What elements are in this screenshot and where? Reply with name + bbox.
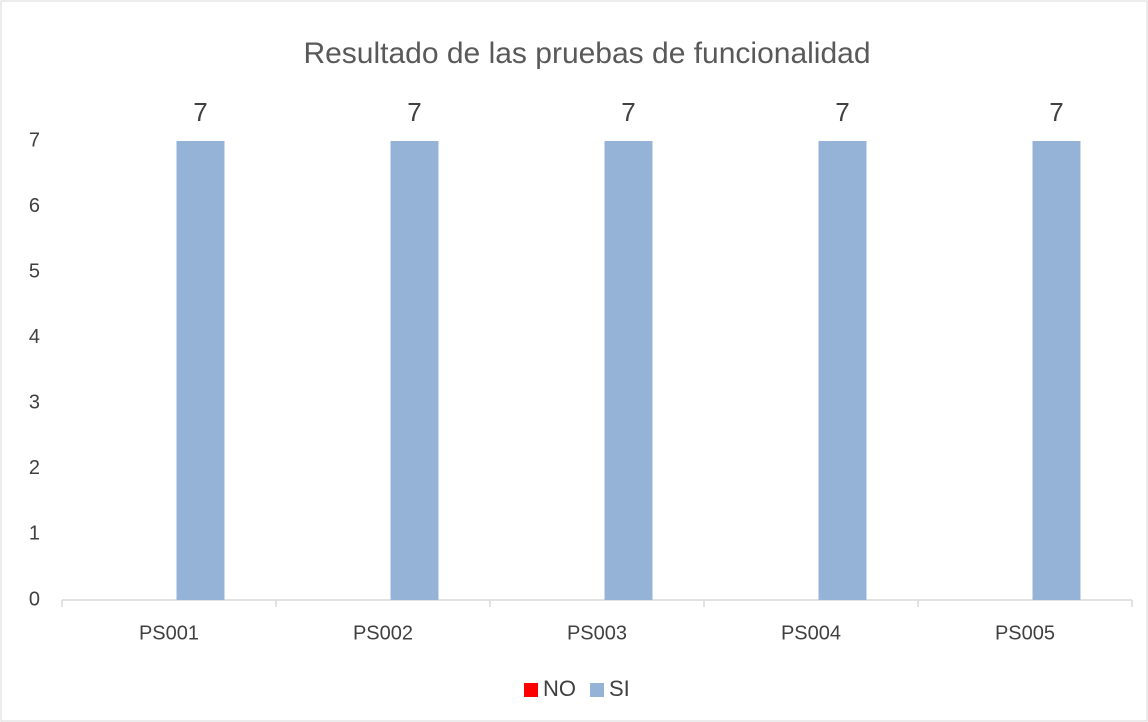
- y-tick-label: 4: [29, 326, 40, 348]
- x-tick-label: PS002: [353, 622, 413, 644]
- legend-label: SI: [609, 676, 630, 701]
- legend-label: NO: [543, 676, 576, 701]
- bar: [818, 141, 867, 600]
- legend-swatch: [590, 683, 604, 697]
- y-tick-label: 3: [29, 392, 40, 414]
- y-tick-label: 5: [29, 260, 40, 282]
- data-label: 7: [835, 97, 849, 127]
- bar: [1032, 141, 1081, 600]
- y-tick-label: 7: [29, 129, 40, 151]
- y-tick-label: 1: [29, 523, 40, 545]
- data-label: 7: [1049, 97, 1063, 127]
- bar: [604, 141, 653, 600]
- bar: [390, 141, 439, 600]
- x-tick-label: PS004: [781, 622, 841, 644]
- x-tick-label: PS003: [567, 622, 627, 644]
- y-tick-label: 6: [29, 195, 40, 217]
- data-label: 7: [407, 97, 421, 127]
- data-label: 7: [193, 97, 207, 127]
- legend-swatch: [524, 683, 538, 697]
- bar: [176, 141, 225, 600]
- x-tick-label: PS001: [139, 622, 199, 644]
- data-label: 7: [621, 97, 635, 127]
- x-tick-label: PS005: [995, 622, 1055, 644]
- chart-title: Resultado de las pruebas de funcionalida…: [303, 37, 870, 70]
- y-tick-label: 0: [29, 588, 40, 610]
- y-tick-label: 2: [29, 457, 40, 479]
